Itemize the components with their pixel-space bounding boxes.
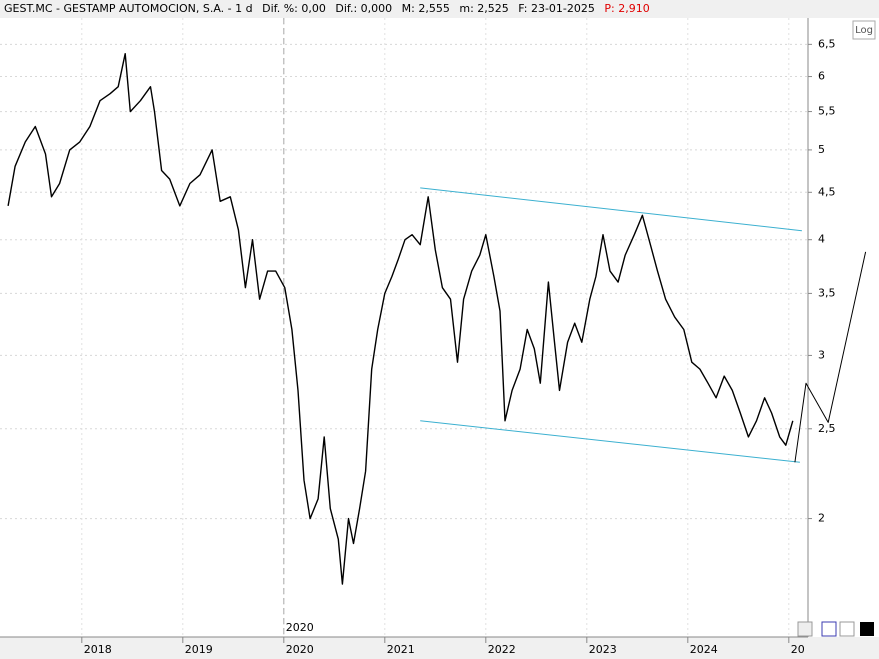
log-button-label[interactable]: Log <box>855 25 873 36</box>
header-stat: Dif. %: 0,00 <box>262 2 326 15</box>
x-tick-label: 2021 <box>387 643 415 656</box>
y-tick-label: 6 <box>818 70 825 83</box>
log-button[interactable] <box>852 20 876 40</box>
y-tick-label: 4 <box>818 233 825 246</box>
tool-icon[interactable] <box>797 621 813 637</box>
header-title: GEST.MC - GESTAMP AUTOMOCION, S.A. - 1 d <box>4 2 253 15</box>
period-marker-label: 2020 <box>286 621 314 634</box>
y-tick-label: 5,5 <box>818 105 836 118</box>
y-tick-label: 2 <box>818 512 825 525</box>
header-stat: Dif.: 0,000 <box>335 2 393 15</box>
x-tick-label: 2022 <box>488 643 516 656</box>
y-tick-label: 5 <box>818 143 825 156</box>
trend-line <box>794 251 867 463</box>
header-stat: m: 2,525 <box>459 2 509 15</box>
header-stat: F: 23-01-2025 <box>518 2 595 15</box>
y-tick-label: 3 <box>818 348 825 361</box>
y-tick-label: 3,5 <box>818 286 836 299</box>
x-tick-label: 20 <box>791 643 805 656</box>
x-tick-label: 2024 <box>690 643 718 656</box>
color-icon[interactable] <box>860 622 874 636</box>
trend-line <box>420 187 802 232</box>
price-line <box>7 53 794 585</box>
header-last: P: 2,910 <box>604 2 650 15</box>
header-stat: M: 2,555 <box>401 2 450 15</box>
pin-icon[interactable] <box>839 621 855 637</box>
save-icon[interactable] <box>821 621 837 637</box>
y-tick-label: 2,5 <box>818 422 836 435</box>
x-tick-label: 2023 <box>589 643 617 656</box>
x-tick-label: 2020 <box>286 643 314 656</box>
x-tick-label: 2019 <box>185 643 213 656</box>
y-tick-label: 4,5 <box>818 185 836 198</box>
x-axis-bar <box>0 637 879 659</box>
header: GEST.MC - GESTAMP AUTOMOCION, S.A. - 1 d… <box>0 0 879 18</box>
x-tick-label: 2018 <box>84 643 112 656</box>
y-tick-label: 6,5 <box>818 37 836 50</box>
trend-line <box>420 420 800 463</box>
